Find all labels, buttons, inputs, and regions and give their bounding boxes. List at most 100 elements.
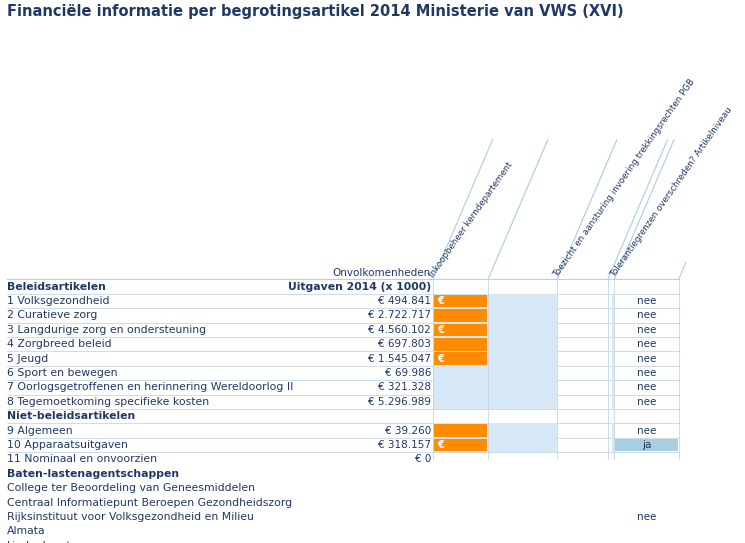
Bar — [612, 438, 614, 452]
Bar — [615, 439, 678, 451]
Bar — [488, 438, 557, 452]
Bar — [488, 395, 557, 409]
Text: nee: nee — [637, 382, 656, 393]
Bar — [433, 337, 488, 351]
Text: € 1.545.047: € 1.545.047 — [368, 353, 431, 364]
Text: € 494.841: € 494.841 — [378, 296, 431, 306]
Text: 8 Tegemoetkoming specifieke kosten: 8 Tegemoetkoming specifieke kosten — [7, 397, 209, 407]
Bar — [488, 481, 557, 495]
Text: Centraal Informatiepunt Beroepen Gezondheidszorg: Centraal Informatiepunt Beroepen Gezondh… — [7, 497, 293, 508]
Bar — [612, 351, 614, 366]
Text: nee: nee — [637, 368, 656, 378]
Bar — [434, 439, 487, 451]
Bar — [488, 539, 557, 543]
Text: €: € — [437, 325, 444, 335]
Bar — [434, 309, 487, 322]
Text: Almata: Almata — [7, 526, 46, 536]
Bar — [433, 481, 488, 495]
Bar — [433, 351, 488, 366]
Text: 1 Volksgezondheid: 1 Volksgezondheid — [7, 296, 110, 306]
Text: €: € — [437, 440, 444, 450]
Text: 11 Nominaal en onvoorzien: 11 Nominaal en onvoorzien — [7, 454, 157, 464]
Bar — [488, 294, 557, 308]
Bar — [433, 308, 488, 323]
Bar — [433, 294, 488, 308]
Bar — [433, 438, 488, 452]
Text: nee: nee — [637, 339, 656, 349]
Text: ja: ja — [641, 440, 651, 450]
Bar — [433, 323, 488, 337]
Text: 6 Sport en bewegen: 6 Sport en bewegen — [7, 368, 118, 378]
Bar — [612, 294, 614, 308]
Bar — [433, 510, 488, 524]
Text: 4 Zorgbreed beleid: 4 Zorgbreed beleid — [7, 339, 112, 349]
Bar — [612, 424, 614, 438]
Text: €: € — [437, 353, 444, 364]
Text: € 4.560.102: € 4.560.102 — [368, 325, 431, 335]
Bar — [612, 337, 614, 351]
Text: 5 Jeugd: 5 Jeugd — [7, 353, 48, 364]
Bar — [612, 395, 614, 409]
Text: € 318.157: € 318.157 — [378, 440, 431, 450]
Text: 9 Algemeen: 9 Algemeen — [7, 426, 73, 435]
Bar — [612, 366, 614, 380]
Text: Toezicht en aansturing invoering trekkingsrechten PGB: Toezicht en aansturing invoering trekkin… — [551, 78, 697, 280]
Bar — [434, 324, 487, 336]
Text: nee: nee — [637, 397, 656, 407]
Bar — [488, 323, 557, 337]
Text: Beleidsartikelen: Beleidsartikelen — [7, 282, 107, 292]
Bar — [433, 366, 488, 380]
Bar — [434, 352, 487, 365]
Text: Lindenhorst: Lindenhorst — [7, 541, 72, 543]
Bar — [488, 351, 557, 366]
Text: €: € — [437, 296, 444, 306]
Text: € 5.296.989: € 5.296.989 — [368, 397, 431, 407]
Text: 10 Apparaatsuitgaven: 10 Apparaatsuitgaven — [7, 440, 128, 450]
Bar — [612, 380, 614, 395]
Text: Inkoopbeheer kerndepartement: Inkoopbeheer kerndepartement — [427, 161, 514, 280]
Text: 2 Curatieve zorg: 2 Curatieve zorg — [7, 311, 98, 320]
Text: Tolerantiegrenzen overschreden? Artikelniveau: Tolerantiegrenzen overschreden? Artikeln… — [609, 106, 734, 280]
Bar — [434, 424, 487, 437]
Text: Onvolkomenheden: Onvolkomenheden — [333, 268, 431, 278]
Text: nee: nee — [637, 325, 656, 335]
Bar — [612, 308, 614, 323]
Bar — [612, 323, 614, 337]
Text: Niet-beleidsartikelen: Niet-beleidsartikelen — [7, 411, 136, 421]
Text: nee: nee — [637, 512, 656, 522]
Bar — [434, 295, 487, 307]
Bar — [612, 510, 614, 524]
Bar — [433, 380, 488, 395]
Bar — [433, 395, 488, 409]
Bar — [488, 366, 557, 380]
Bar — [488, 495, 557, 510]
Bar — [488, 524, 557, 539]
Text: College ter Beoordeling van Geneesmiddelen: College ter Beoordeling van Geneesmiddel… — [7, 483, 256, 493]
Text: nee: nee — [637, 311, 656, 320]
Bar — [433, 524, 488, 539]
Text: nee: nee — [637, 353, 656, 364]
Bar — [433, 539, 488, 543]
Text: nee: nee — [637, 426, 656, 435]
Text: € 2.722.717: € 2.722.717 — [368, 311, 431, 320]
Text: Rijksinstituut voor Volksgezondheid en Milieu: Rijksinstituut voor Volksgezondheid en M… — [7, 512, 254, 522]
Text: € 69.986: € 69.986 — [384, 368, 431, 378]
Text: 7 Oorlogsgetroffenen en herinnering Wereldoorlog II: 7 Oorlogsgetroffenen en herinnering Were… — [7, 382, 294, 393]
Text: 3 Langdurige zorg en ondersteuning: 3 Langdurige zorg en ondersteuning — [7, 325, 206, 335]
Bar — [433, 424, 488, 438]
Text: € 697.803: € 697.803 — [378, 339, 431, 349]
Text: Financiële informatie per begrotingsartikel 2014 Ministerie van VWS (XVI): Financiële informatie per begrotingsarti… — [7, 4, 624, 19]
Text: € 321.328: € 321.328 — [378, 382, 431, 393]
Text: nee: nee — [637, 296, 656, 306]
Text: € 0: € 0 — [414, 454, 431, 464]
Bar — [488, 308, 557, 323]
Text: € 39.260: € 39.260 — [384, 426, 431, 435]
Bar — [434, 338, 487, 351]
Text: Uitgaven 2014 (x 1000): Uitgaven 2014 (x 1000) — [288, 282, 431, 292]
Bar — [433, 495, 488, 510]
Bar — [488, 424, 557, 438]
Bar — [488, 337, 557, 351]
Text: Baten-lastenagentschappen: Baten-lastenagentschappen — [7, 469, 180, 479]
Bar — [488, 510, 557, 524]
Bar — [488, 380, 557, 395]
